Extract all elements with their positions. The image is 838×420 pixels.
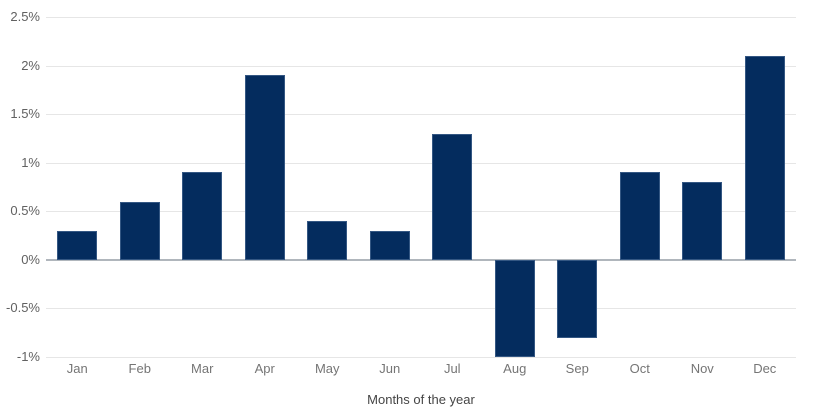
bar-apr[interactable] <box>244 75 285 260</box>
gridline <box>46 308 796 310</box>
y-tick-label: 0% <box>21 251 40 267</box>
y-tick-label: 2% <box>21 57 40 73</box>
bar-jan[interactable] <box>57 230 98 260</box>
x-tick-label: Feb <box>128 361 151 376</box>
y-tick-label: 1% <box>21 154 40 170</box>
gridline <box>46 211 796 213</box>
x-tick-label: Apr <box>254 361 275 376</box>
x-tick-label: Jan <box>66 361 88 376</box>
bar-sep[interactable] <box>557 259 598 338</box>
bar-feb[interactable] <box>119 201 160 260</box>
x-tick-label: Nov <box>690 361 714 376</box>
y-tick-label: 0.5% <box>10 203 40 219</box>
y-tick-label: -1% <box>16 349 40 364</box>
bar-may[interactable] <box>307 221 348 260</box>
bar-oct[interactable] <box>619 172 660 260</box>
bar-aug[interactable] <box>494 259 535 357</box>
y-tick-label: 1.5% <box>10 106 40 122</box>
bar-nov[interactable] <box>682 182 723 260</box>
x-axis-title: Months of the year <box>367 392 475 407</box>
y-tick-label: 2.5% <box>10 9 40 24</box>
gridline <box>46 65 796 67</box>
gridline <box>46 162 796 164</box>
x-tick-label: Jun <box>379 361 401 376</box>
zero-baseline <box>46 258 796 261</box>
gridline <box>46 357 796 358</box>
x-tick-label: Mar <box>191 361 214 376</box>
x-tick-label: Dec <box>753 361 777 376</box>
bar-jul[interactable] <box>432 133 473 260</box>
y-tick-label: -0.5% <box>6 300 40 316</box>
x-tick-label: Aug <box>503 361 527 376</box>
x-tick-label: Jul <box>443 361 461 376</box>
x-tick-label: Oct <box>629 361 650 376</box>
x-tick-label: Sep <box>565 361 589 376</box>
x-tick-label: May <box>314 361 340 376</box>
gridline <box>46 17 796 18</box>
bar-jun[interactable] <box>369 230 410 260</box>
bar-mar[interactable] <box>182 172 223 260</box>
bar-dec[interactable] <box>744 55 785 260</box>
gridline <box>46 114 796 116</box>
